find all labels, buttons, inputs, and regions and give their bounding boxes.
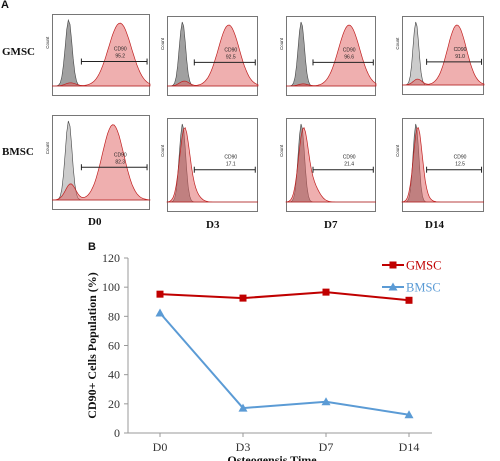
gate-marker-label: CD90 bbox=[114, 47, 127, 53]
legend-label-bmsc: BMSC bbox=[406, 281, 441, 295]
gate-percentage-label: 91.0 bbox=[455, 54, 465, 60]
legend-label-gmsc: GMSC bbox=[406, 259, 441, 273]
gate-marker-label: CD90 bbox=[454, 47, 467, 53]
gate-marker-label: CD90 bbox=[224, 155, 237, 161]
gate-percentage-label: 96.6 bbox=[344, 54, 354, 60]
gate-marker-label: CD90 bbox=[454, 155, 467, 161]
legend-marker-bmsc bbox=[388, 282, 398, 291]
x-axis-title: Osteogensis Time bbox=[227, 453, 317, 461]
count-axis-label: Count bbox=[45, 142, 50, 155]
panel-b-letter: B bbox=[88, 241, 96, 253]
row-label-gmsc: GMSC bbox=[2, 46, 35, 58]
data-point-bmsc bbox=[404, 410, 414, 419]
gate-marker-label: CD90 bbox=[343, 155, 356, 161]
gate-percentage-label: 92.5 bbox=[226, 54, 236, 60]
count-axis-label: Count bbox=[279, 37, 284, 50]
gate-percentage-label: 17.1 bbox=[226, 162, 236, 168]
y-axis-title: CD90+ Cells Population (%) bbox=[85, 272, 99, 419]
line-chart: 0 20 40 60 80 100 120 D0 D3 D7 D14 Osteogensis Time… bbox=[85, 251, 441, 461]
count-axis-label: Count bbox=[160, 144, 165, 157]
gate-percentage-label: 21.4 bbox=[344, 162, 354, 168]
gate-percentage-label: 82.3 bbox=[115, 159, 125, 165]
data-point-bmsc bbox=[155, 308, 165, 317]
cd90-histogram bbox=[286, 24, 377, 87]
data-point-gmsc bbox=[239, 294, 247, 302]
count-axis-label: Count bbox=[395, 144, 400, 157]
x-tick-label: D14 bbox=[399, 440, 420, 454]
series-line-bmsc bbox=[159, 312, 410, 416]
data-point-gmsc bbox=[322, 288, 330, 296]
y-tick-label: 0 bbox=[114, 426, 120, 440]
column-label-d7: D7 bbox=[324, 219, 338, 231]
gate-percentage-label: 95.2 bbox=[115, 54, 125, 60]
column-label-d14: D14 bbox=[425, 219, 444, 231]
cd90-histogram bbox=[52, 22, 151, 87]
y-tick-label: 80 bbox=[108, 309, 120, 323]
cd90-histogram bbox=[166, 127, 258, 203]
y-tick-label: 120 bbox=[102, 251, 120, 265]
panel-a-letter: A bbox=[1, 0, 9, 11]
count-axis-label: Count bbox=[279, 144, 284, 157]
row-label-bmsc: BMSC bbox=[2, 146, 34, 158]
cd90-histogram bbox=[167, 24, 259, 87]
cd90-histogram bbox=[401, 127, 484, 203]
series-line-gmsc bbox=[159, 291, 410, 302]
y-tick-label: 100 bbox=[102, 280, 120, 294]
gate-marker-label: CD90 bbox=[343, 47, 356, 53]
data-point-gmsc bbox=[156, 290, 164, 298]
gate-marker-label: CD90 bbox=[224, 47, 237, 53]
column-label-d3: D3 bbox=[206, 219, 220, 231]
data-point-bmsc bbox=[321, 397, 331, 406]
data-point-gmsc bbox=[405, 296, 413, 304]
x-tick-label: D3 bbox=[236, 440, 251, 454]
count-axis-label: Count bbox=[160, 37, 165, 50]
cd90-histogram bbox=[402, 24, 485, 86]
cd90-histogram bbox=[51, 124, 151, 201]
gate-marker-label: CD90 bbox=[114, 152, 127, 158]
legend-marker-gmsc bbox=[389, 261, 397, 269]
x-tick-label: D7 bbox=[319, 440, 334, 454]
gate-percentage-label: 12.5 bbox=[455, 162, 465, 168]
y-tick-label: 60 bbox=[108, 339, 120, 353]
column-label-d0: D0 bbox=[88, 216, 102, 228]
y-tick-label: 20 bbox=[108, 397, 120, 411]
count-axis-label: Count bbox=[395, 37, 400, 50]
y-tick-label: 40 bbox=[108, 368, 120, 382]
x-tick-label: D0 bbox=[153, 440, 168, 454]
cd90-histogram bbox=[285, 127, 376, 203]
data-point-bmsc bbox=[238, 403, 248, 412]
count-axis-label: Count bbox=[45, 36, 50, 49]
